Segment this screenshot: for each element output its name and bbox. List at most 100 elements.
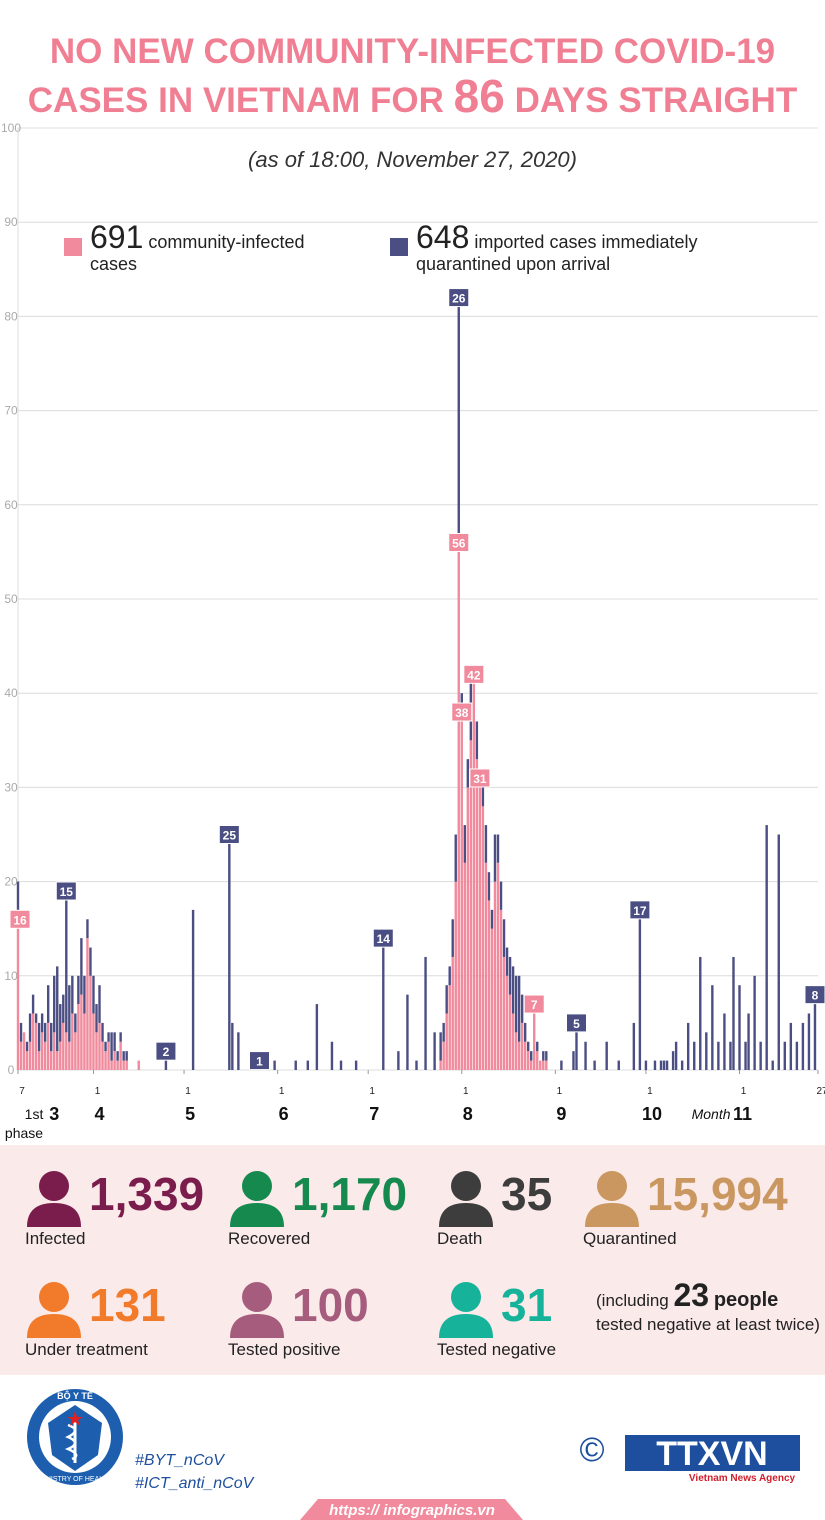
value-label: 1	[256, 1055, 263, 1069]
bar-segment	[137, 1060, 140, 1070]
bar-segment	[439, 1060, 442, 1070]
bar-segment	[457, 297, 460, 543]
value-label: 26	[452, 292, 466, 306]
stat-value: 1,339	[89, 1168, 205, 1220]
bar-segment	[536, 1041, 539, 1052]
value-label-box	[451, 702, 473, 722]
bar-segment	[475, 721, 479, 760]
bar-segment	[107, 1032, 110, 1042]
note-number: 23	[673, 1277, 710, 1313]
bar-segment	[545, 1060, 548, 1070]
bar-segment	[505, 947, 509, 976]
stat: 1,339 Infected	[25, 1167, 225, 1257]
bar-segment	[71, 1013, 74, 1070]
bar-segment	[466, 759, 470, 788]
stat-value: 31	[501, 1279, 553, 1331]
bar-segment	[463, 825, 466, 863]
person-icon	[585, 1171, 639, 1227]
bar-segment	[747, 1013, 750, 1070]
bar-segment	[50, 1051, 53, 1070]
bar-segment	[354, 1060, 358, 1070]
y-tick-label: 70	[4, 404, 18, 418]
x-tick-label: 1	[369, 1086, 375, 1097]
bar-segment	[445, 1013, 448, 1070]
hashtag: #ICT_anti_nCoV	[135, 1475, 255, 1492]
bar-segment	[95, 1032, 98, 1070]
title-line: CASES IN VIETNAM FOR	[27, 81, 444, 120]
bar-segment	[493, 834, 497, 882]
value-label-box	[448, 288, 470, 308]
y-tick-label: 30	[4, 780, 18, 794]
bar-segment	[113, 1051, 116, 1070]
bar-segment	[481, 806, 485, 1070]
bar-segment	[536, 1051, 539, 1070]
bar-segment	[19, 1022, 23, 1042]
x-tick-label: 1	[279, 1086, 285, 1097]
phase-label: 1st	[25, 1106, 44, 1122]
icon-body	[585, 1203, 639, 1227]
person-icon	[439, 1171, 493, 1227]
bar-segment	[71, 975, 74, 1014]
bar-segment	[125, 1051, 128, 1061]
x-tick-label: 1	[185, 1086, 191, 1097]
stat-label: Recovered	[228, 1229, 311, 1248]
x-tick-label: 27	[816, 1086, 825, 1097]
icon-head	[242, 1282, 272, 1312]
bar-segment	[306, 1060, 310, 1070]
bar-segment	[28, 1013, 32, 1042]
bar-segment	[533, 1004, 536, 1070]
bar-segment	[813, 994, 817, 1070]
bar-segment	[490, 928, 494, 1070]
bar-segment	[472, 674, 476, 1070]
bar-segment	[705, 1032, 708, 1070]
value-label: 2	[163, 1045, 170, 1059]
bar-segment	[526, 1051, 530, 1070]
bar-segment	[101, 1022, 104, 1042]
value-label-box	[9, 909, 31, 929]
note-text: (including	[596, 1291, 669, 1310]
value-label: 14	[377, 932, 391, 946]
icon-head	[451, 1171, 481, 1201]
icon-body	[27, 1314, 81, 1338]
bar-segment	[40, 1032, 44, 1070]
bar-segment	[451, 956, 454, 1070]
icon-head	[451, 1282, 481, 1312]
value-label: 15	[60, 885, 74, 899]
icon-body	[439, 1314, 493, 1338]
bar-segment	[34, 1013, 38, 1023]
bar-segment	[475, 759, 479, 1070]
bar-segment	[765, 825, 768, 1070]
bar-segment	[80, 994, 83, 1070]
bar-segment	[530, 1051, 533, 1061]
bar-segment	[59, 1041, 62, 1070]
x-tick-label: 1	[741, 1086, 747, 1097]
note-text: people	[713, 1289, 779, 1311]
month-word: Month	[692, 1106, 731, 1122]
month-label: 9	[556, 1104, 566, 1124]
value-label-box	[372, 928, 394, 948]
bar-segment	[34, 1022, 38, 1070]
bar-segment	[508, 994, 512, 1070]
month-label: 5	[185, 1104, 195, 1124]
bar-segment	[68, 1041, 71, 1070]
bar-segment	[77, 1004, 80, 1070]
stat: 15,994 Quarantined	[583, 1167, 788, 1257]
x-tick-label: 1	[647, 1086, 653, 1097]
bar-segment	[753, 975, 756, 1070]
x-tick-label: 1	[95, 1086, 101, 1097]
bar-segment	[644, 1060, 648, 1070]
month-label: 4	[95, 1104, 105, 1124]
legend-label: imported cases immediately quarantined u…	[416, 232, 698, 274]
bar-segment	[454, 881, 457, 1070]
bar-segment	[499, 881, 503, 910]
bar-segment	[191, 909, 195, 1070]
bar-segment	[92, 1013, 95, 1070]
stat: 31 Tested negative	[437, 1278, 637, 1368]
stat-value: 131	[89, 1279, 166, 1331]
bar-segment	[493, 881, 497, 1070]
bar-segment	[95, 1004, 98, 1033]
bar-segment	[19, 1041, 23, 1070]
stat-value: 100	[292, 1279, 369, 1331]
title: NO NEW COMMUNITY-INFECTED COVID-19 CASES…	[0, 30, 825, 123]
value-label: 5	[573, 1017, 580, 1031]
